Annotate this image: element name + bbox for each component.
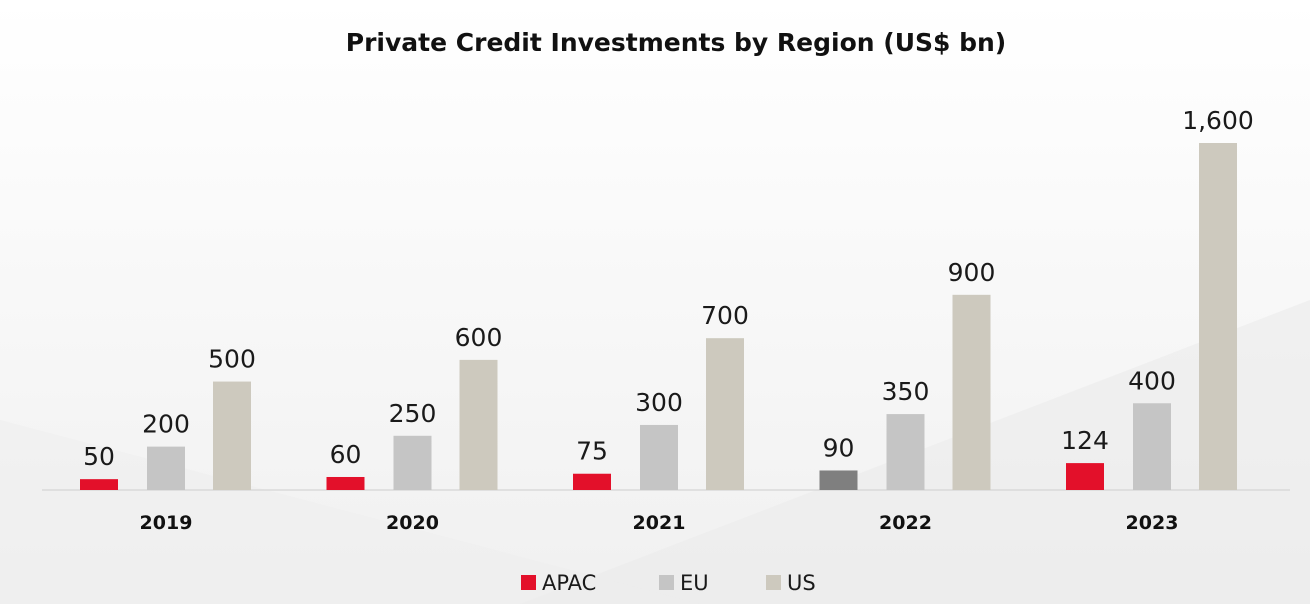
bar-us-2019 bbox=[213, 381, 251, 490]
x-tick-label-2019: 2019 bbox=[140, 512, 193, 534]
bar-apac-2023 bbox=[1066, 463, 1104, 490]
data-label-us-2019: 500 bbox=[208, 345, 256, 374]
bar-eu-2019 bbox=[147, 446, 185, 490]
legend-label-us: US bbox=[787, 571, 816, 595]
x-tick-label-2020: 2020 bbox=[386, 512, 439, 534]
bar-eu-2020 bbox=[393, 435, 432, 490]
bar-apac-2022 bbox=[819, 470, 858, 490]
bar-eu-2023 bbox=[1133, 403, 1171, 490]
data-label-apac-2022: 90 bbox=[823, 433, 855, 462]
data-labels: 50 200 500 60 250 600 75 300 700 90 350 900 124 400 1,… bbox=[83, 106, 1254, 471]
data-label-us-2021: 700 bbox=[701, 301, 749, 330]
bar-apac-2020 bbox=[326, 476, 365, 490]
data-label-apac-2019: 50 bbox=[83, 442, 115, 471]
x-tick-label-2023: 2023 bbox=[1126, 512, 1179, 534]
data-label-apac-2021: 75 bbox=[576, 437, 608, 466]
legend-swatch-us bbox=[766, 575, 781, 590]
bar-us-2020 bbox=[459, 359, 498, 490]
bar-eu-2021 bbox=[640, 424, 678, 490]
bar-apac-2021 bbox=[573, 473, 611, 490]
legend-label-apac: APAC bbox=[542, 571, 596, 595]
legend-swatch-apac bbox=[521, 575, 536, 590]
bar-us-2023 bbox=[1199, 143, 1237, 490]
bar-us-2021 bbox=[706, 338, 744, 490]
data-label-eu-2020: 250 bbox=[389, 399, 437, 428]
data-label-eu-2019: 200 bbox=[142, 410, 190, 439]
legend-label-eu: EU bbox=[680, 571, 709, 595]
bar-apac-2019 bbox=[80, 479, 118, 490]
data-label-eu-2022: 350 bbox=[882, 377, 930, 406]
x-tick-label-2022: 2022 bbox=[879, 512, 932, 534]
data-label-us-2023: 1,600 bbox=[1182, 106, 1254, 135]
x-tick-label-2021: 2021 bbox=[633, 512, 686, 534]
legend: APAC EU US bbox=[521, 571, 816, 595]
bar-eu-2022 bbox=[886, 414, 925, 490]
legend-swatch-eu bbox=[659, 575, 674, 590]
data-label-us-2022: 900 bbox=[948, 258, 996, 287]
data-label-apac-2023: 124 bbox=[1061, 426, 1109, 455]
bars bbox=[80, 143, 1237, 490]
data-label-eu-2023: 400 bbox=[1128, 366, 1176, 395]
x-axis-labels: 2019 2020 2021 2022 2023 bbox=[140, 512, 1179, 534]
data-label-apac-2020: 60 bbox=[330, 440, 362, 469]
data-label-us-2020: 600 bbox=[455, 323, 503, 352]
chart-title: Private Credit Investments by Region (US… bbox=[346, 28, 1006, 57]
data-label-eu-2021: 300 bbox=[635, 388, 683, 417]
bar-us-2022 bbox=[952, 294, 991, 490]
